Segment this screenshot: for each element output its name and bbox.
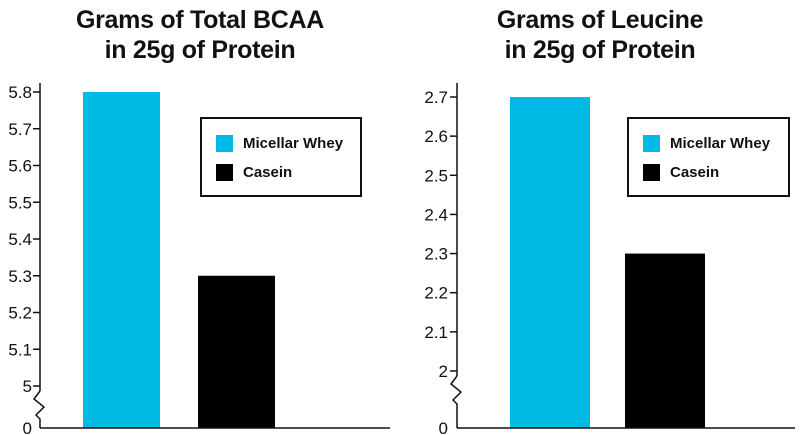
y-tick-label: 5.1	[8, 340, 32, 359]
legend-item-micellar-whey: Micellar Whey	[643, 133, 770, 153]
y-tick-label: 2.1	[424, 323, 448, 342]
y-tick-label: 0	[23, 419, 32, 435]
leucine-plot: 0 2 2.1 2.2 2.3 2.4 2.5 2.6 2.7	[424, 83, 795, 435]
y-tick-label: 2.2	[424, 284, 448, 303]
legend-item-casein: Casein	[216, 162, 292, 182]
legend-label: Micellar Whey	[670, 134, 771, 152]
y-tick-label: 2.6	[424, 127, 448, 146]
chart-title: Grams of Leucine in 25g of Protein	[400, 5, 800, 65]
legend-item-casein: Casein	[643, 162, 719, 182]
y-tick-label: 2.7	[424, 88, 448, 107]
legend-swatch	[643, 134, 660, 152]
y-tick-label: 5.7	[8, 120, 32, 139]
y-tick-label: 5.4	[8, 230, 32, 249]
chart-title: Grams of Total BCAA in 25g of Protein	[0, 5, 400, 65]
bar-casein	[198, 275, 275, 428]
bar-casein	[625, 253, 705, 428]
legend-swatch	[643, 163, 660, 181]
legend-label: Casein	[243, 163, 293, 181]
bar-micellar-whey	[83, 92, 160, 428]
y-tick-label: 5.3	[8, 267, 32, 286]
y-tick-label: 5.6	[8, 157, 32, 176]
bcaa-chart-panel: Grams of Total BCAA in 25g of Protein 0 5…	[0, 5, 400, 435]
leucine-chart-panel: Grams of Leucine in 25g of Protein 0 2 2.1…	[400, 0, 800, 435]
legend-swatch	[216, 163, 233, 181]
y-tick-label: 0	[439, 419, 448, 435]
y-tick-label: 5.8	[8, 83, 32, 102]
y-tick-label: 2	[439, 362, 448, 381]
legend-item-micellar-whey: Micellar Whey	[216, 133, 343, 153]
chart-title-line-2: in 25g of Protein	[104, 36, 296, 64]
legend-swatch	[216, 134, 233, 152]
axis-break-mark	[32, 390, 46, 428]
y-tick-label: 2.5	[424, 166, 448, 185]
bcaa-plot: 0 5 5.1 5.2 5.3 5.4 5.5 5.6 5.7 5.8	[8, 83, 390, 435]
bar-micellar-whey	[510, 97, 590, 428]
legend-label: Micellar Whey	[243, 134, 344, 152]
y-tick-label: 2.3	[424, 245, 448, 264]
axis-break-mark	[449, 375, 463, 428]
chart-title-line-2: in 25g of Protein	[504, 36, 696, 64]
chart-legend: Micellar Whey Casein	[200, 117, 362, 197]
chart-title-line-1: Grams of Total BCAA	[75, 6, 325, 34]
y-tick-label: 5	[23, 377, 32, 396]
chart-legend: Micellar Whey Casein	[627, 117, 790, 197]
y-tick-label: 5.2	[8, 304, 32, 323]
legend-label: Casein	[670, 163, 720, 181]
chart-title-line-1: Grams of Leucine	[496, 6, 704, 34]
y-tick-label: 2.4	[424, 205, 448, 224]
y-tick-label: 5.5	[8, 193, 32, 212]
